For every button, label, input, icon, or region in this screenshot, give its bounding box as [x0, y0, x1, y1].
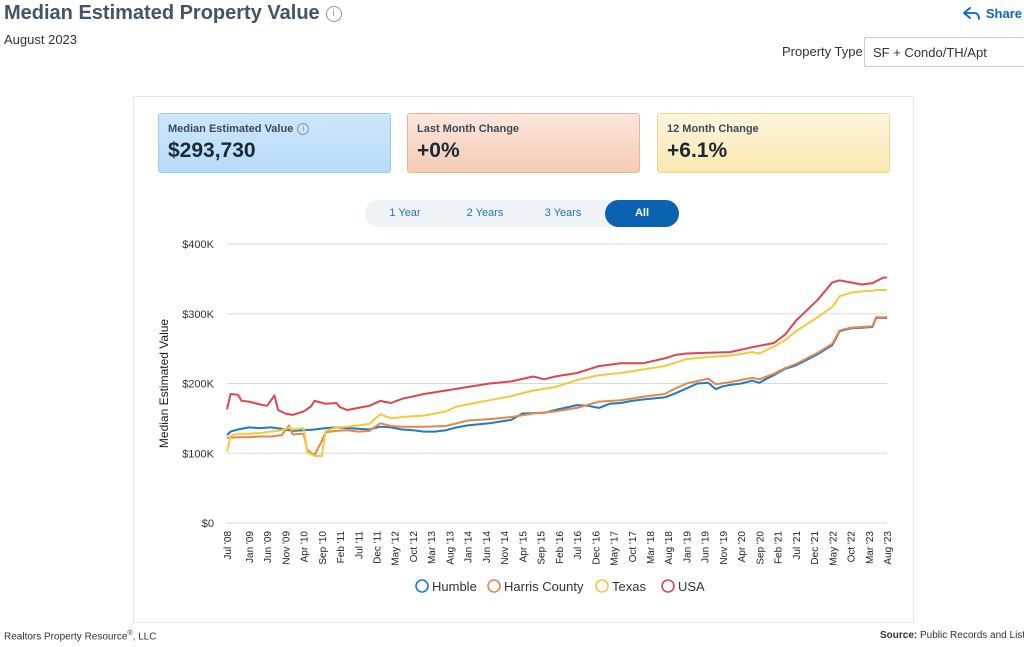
y-axis-title: Median Estimated Value [157, 319, 171, 449]
last-month-change-value: +0% [417, 139, 460, 162]
x-tick-label: Jul '08 [223, 531, 234, 560]
series-line-texas [226, 289, 887, 457]
last-month-change-card: Last Month Change +0% [407, 113, 640, 173]
footer-source-label: Source: [880, 630, 918, 641]
page-title: Median Estimated Property Value i [4, 2, 342, 25]
x-tick-label: Jan '14 [464, 531, 475, 563]
x-tick-label: Aug '13 [445, 531, 456, 565]
x-tick-label: Oct '17 [628, 531, 639, 563]
twelve-month-change-value: +6.1% [667, 139, 728, 162]
x-tick-label: Sep '10 [318, 531, 329, 565]
x-tick-label: May '12 [391, 531, 402, 566]
x-tick-label: Nov '14 [500, 531, 511, 565]
twelve-month-change-card: 12 Month Change +6.1% [657, 113, 890, 173]
y-tick-label: $0 [202, 518, 214, 530]
footer-registered-mark: ® [127, 630, 133, 637]
x-tick-label: Feb '21 [774, 531, 785, 564]
share-label: Share [985, 6, 1022, 21]
median-value-card: Median Estimated Value i $293,730 [158, 113, 391, 173]
info-icon[interactable]: i [297, 123, 310, 136]
x-tick-label: Mar '23 [865, 531, 876, 564]
x-tick-label: Jun '19 [701, 531, 712, 563]
legend-label-texas: Texas [612, 579, 646, 594]
x-tick-label: Feb '11 [336, 531, 347, 564]
tab-1-year[interactable]: 1 Year [389, 207, 421, 219]
median-value-amount: $293,730 [168, 139, 256, 163]
tab-3-years[interactable]: 3 Years [544, 207, 582, 219]
footer-company: Realtors Property Resource [4, 631, 128, 643]
last-month-change-label: Last Month Change [417, 123, 520, 135]
x-tick-label: May '17 [610, 531, 621, 566]
legend-marker-harris-county [487, 579, 501, 593]
y-tick-label: $200K [182, 379, 214, 391]
x-tick-label: Apr '15 [518, 531, 529, 563]
property-type-select[interactable]: SF + Condo/TH/Apt [864, 37, 1024, 67]
share-button[interactable]: Share [962, 6, 1022, 21]
footer-company-suffix: , LLC [132, 631, 157, 643]
x-tick-label: Dec '16 [591, 531, 602, 565]
y-tick-label: $300K [182, 309, 214, 321]
legend-label-harris-county: Harris County [504, 579, 584, 594]
x-tick-label: Jun '09 [263, 531, 274, 563]
info-icon[interactable]: i [325, 5, 342, 22]
tab-2-years[interactable]: 2 Years [466, 207, 504, 219]
legend-marker-texas [595, 579, 609, 593]
x-tick-label: Aug '23 [883, 531, 894, 565]
x-tick-label: Jul '21 [792, 531, 803, 560]
share-icon [962, 6, 980, 20]
x-tick-label: Sep '15 [537, 531, 548, 565]
x-tick-label: Dec '11 [373, 531, 384, 564]
x-tick-label: Apr '10 [300, 531, 311, 563]
legend-marker-humble [415, 579, 429, 593]
chart-panel: Median Estimated Value i $293,730 Last Mo… [133, 96, 914, 623]
x-tick-label: Jun '14 [482, 531, 493, 563]
x-tick-label: May '22 [828, 531, 839, 566]
x-tick-label: Oct '22 [847, 531, 858, 563]
page-title-text: Median Estimated Property Value [4, 2, 320, 24]
x-tick-label: Mar '13 [427, 531, 438, 564]
x-tick-label: Aug '18 [664, 531, 675, 565]
footer-source-text: Public Records and List [920, 630, 1024, 641]
footer-source: Source: Public Records and List [880, 630, 1024, 641]
y-tick-label: $100K [182, 448, 214, 460]
footer-copyright: Realtors Property Resource®, LLC [4, 630, 156, 642]
median-value-label-text: Median Estimated Value [168, 123, 294, 135]
legend-marker-usa [661, 579, 675, 593]
x-tick-label: Jul '11 [354, 531, 365, 559]
time-range-tabs: 1 Year 2 Years 3 Years All [365, 200, 679, 227]
x-tick-label: Jul '16 [573, 531, 584, 560]
x-tick-label: Jan '19 [682, 531, 693, 563]
x-tick-label: Nov '09 [281, 531, 292, 565]
x-tick-label: Sep '20 [755, 531, 766, 565]
median-value-label: Median Estimated Value i [168, 123, 381, 136]
y-tick-label: $400K [182, 239, 214, 251]
property-type-label: Property Type [782, 44, 863, 59]
x-tick-label: Mar '18 [646, 531, 657, 564]
x-tick-label: Apr '20 [737, 531, 748, 563]
x-tick-label: Feb '16 [555, 531, 566, 564]
x-tick-label: Dec '21 [810, 531, 821, 565]
twelve-month-change-label: 12 Month Change [667, 123, 759, 135]
series-line-usa [226, 276, 887, 416]
tab-all[interactable]: All [605, 200, 679, 227]
x-tick-label: Jan '09 [245, 531, 256, 563]
x-tick-label: Oct '12 [409, 531, 420, 563]
page-subtitle: August 2023 [4, 32, 78, 47]
x-tick-label: Nov '19 [719, 531, 730, 565]
legend-label-usa: USA [678, 579, 705, 594]
legend-label-humble: Humble [432, 579, 477, 594]
